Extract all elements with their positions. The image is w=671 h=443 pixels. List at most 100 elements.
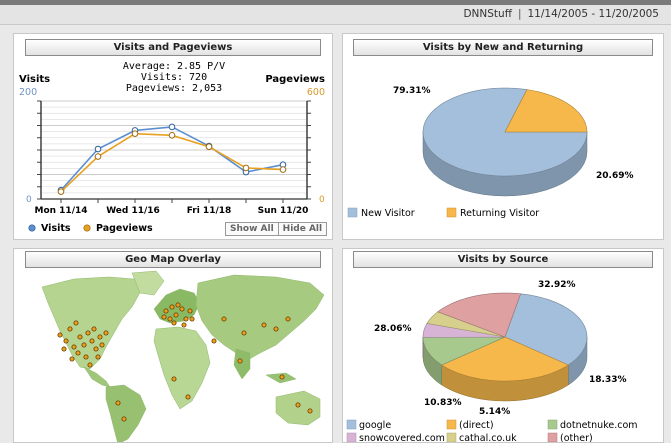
visitor-location-dot — [286, 317, 290, 321]
data-point-pageviews — [132, 131, 138, 137]
visitor-location-dot — [170, 305, 174, 309]
north-america-shape — [42, 277, 142, 369]
x-tick-label: Wed 11/16 — [106, 206, 160, 216]
summary-average: Average: 2.85 P/V — [123, 61, 225, 72]
left-axis-max: 200 — [19, 87, 37, 98]
visitor-location-dot — [62, 347, 66, 351]
world-map[interactable] — [14, 249, 333, 443]
data-point-pageviews — [206, 144, 212, 150]
legend-returning-swatch — [447, 208, 456, 217]
visitor-location-dot — [274, 327, 278, 331]
legend-direct-swatch — [447, 420, 456, 429]
data-point-pageviews — [95, 154, 101, 160]
slice-label-new: 79.31% — [393, 86, 431, 96]
data-point-pageviews — [243, 165, 249, 171]
slice-label-direct: 28.06% — [374, 324, 412, 334]
summary-visits: Visits: 720 — [141, 72, 207, 83]
hide-all-button[interactable]: Hide All — [278, 223, 326, 235]
visitor-location-dot — [296, 403, 300, 407]
site-name: DNNStuff — [463, 8, 511, 20]
visits-pageviews-chart: Average: 2.85 P/V Visits: 720 Pageviews:… — [14, 34, 333, 240]
visitor-location-dot — [116, 401, 120, 405]
visitor-location-dot — [82, 343, 86, 347]
visitor-location-dot — [96, 355, 100, 359]
new-returning-pie: 79.31% 20.69% New Visitor Returning Visi… — [343, 34, 664, 240]
data-point-pageviews — [58, 189, 64, 195]
x-tick-label: Sun 11/20 — [258, 206, 309, 216]
visitor-location-dot — [168, 317, 172, 321]
visitor-location-dot — [182, 323, 186, 327]
slice-label-dotnetnuke: 10.83% — [424, 398, 462, 408]
summary-pageviews: Pageviews: 2,053 — [126, 83, 222, 94]
visits-pageviews-panel: Visits and Pageviews Average: 2.85 P/V V… — [13, 33, 333, 240]
visitor-location-dot — [190, 317, 194, 321]
visitor-location-dot — [222, 317, 226, 321]
visitor-location-dot — [76, 351, 80, 355]
india-shape — [234, 349, 250, 379]
visitor-location-dot — [78, 335, 82, 339]
visitor-location-dot — [98, 335, 102, 339]
south-america-shape — [106, 385, 146, 443]
right-axis-max: 600 — [307, 87, 325, 98]
visitor-location-dot — [104, 331, 108, 335]
visitor-location-dot — [74, 321, 78, 325]
date-range: 11/14/2005 - 11/20/2005 — [527, 8, 659, 20]
legend-new-label: New Visitor — [361, 208, 415, 219]
legend-cathal-label: cathal.co.uk — [459, 433, 517, 443]
new-returning-panel: Visits by New and Returning 79.31% 20.69… — [342, 33, 664, 240]
right-axis-min: 0 — [319, 195, 325, 205]
central-america-shape — [84, 367, 110, 387]
slice-label-other: 18.33% — [589, 375, 627, 385]
show-all-button[interactable]: Show All — [226, 223, 278, 235]
visitor-location-dot — [188, 309, 192, 313]
geo-map-panel: Geo Map Overlay — [13, 248, 333, 443]
x-tick-label: Mon 11/14 — [34, 206, 87, 216]
visitor-location-dot — [72, 345, 76, 349]
visitor-location-dot — [176, 303, 180, 307]
visitor-location-dot — [122, 417, 126, 421]
visitor-location-dot — [172, 377, 176, 381]
x-tick-label: Fri 11/18 — [187, 206, 232, 216]
visitor-location-dot — [64, 339, 68, 343]
visitor-location-dot — [262, 323, 266, 327]
africa-shape — [154, 327, 210, 409]
legend-snowcovered-label: snowcovered.com — [359, 433, 445, 443]
australia-shape — [276, 391, 320, 425]
legend-google-swatch — [347, 420, 356, 429]
header-bar: DNNStuff|11/14/2005 - 11/20/2005 — [0, 5, 671, 25]
visitor-location-dot — [94, 347, 98, 351]
legend-pageviews-label: Pageviews — [96, 223, 153, 234]
legend-pageviews-marker — [84, 225, 90, 231]
slice-label-snowcovered: 5.14% — [479, 407, 510, 417]
legend-dotnetnuke-swatch — [548, 420, 557, 429]
visitor-location-dot — [280, 375, 284, 379]
data-point-visits — [169, 124, 175, 130]
legend-visits-marker — [29, 225, 35, 231]
legend-google-label: google — [359, 420, 391, 431]
visitor-location-dot — [184, 317, 188, 321]
data-point-visits — [95, 146, 101, 152]
legend-direct-label: (direct) — [459, 420, 494, 431]
legend-other-label: (other) — [560, 433, 593, 443]
header-info: DNNStuff|11/14/2005 - 11/20/2005 — [463, 8, 659, 20]
visitor-location-dot — [92, 327, 96, 331]
visits-source-panel: Visits by Source 32.92% 28.06% 18.33% 10… — [342, 248, 664, 443]
visitor-location-dot — [88, 363, 92, 367]
visitor-location-dot — [242, 331, 246, 335]
visitor-location-dot — [84, 355, 88, 359]
visitor-location-dot — [90, 339, 94, 343]
visitor-location-dot — [238, 359, 242, 363]
slice-label-returning: 20.69% — [596, 171, 634, 181]
visitor-location-dot — [86, 331, 90, 335]
visitor-location-dot — [164, 309, 168, 313]
right-axis-label: Pageviews — [265, 74, 325, 85]
data-point-pageviews — [169, 133, 175, 139]
legend-dotnetnuke-label: dotnetnuke.com — [560, 420, 638, 431]
asia-shape — [196, 275, 324, 361]
visitor-location-dot — [180, 307, 184, 311]
show-hide-toggle: Show All Hide All — [225, 222, 327, 236]
data-point-pageviews — [280, 167, 286, 173]
visitor-location-dot — [172, 321, 176, 325]
visitor-location-dot — [70, 357, 74, 361]
visitor-location-dot — [162, 315, 166, 319]
